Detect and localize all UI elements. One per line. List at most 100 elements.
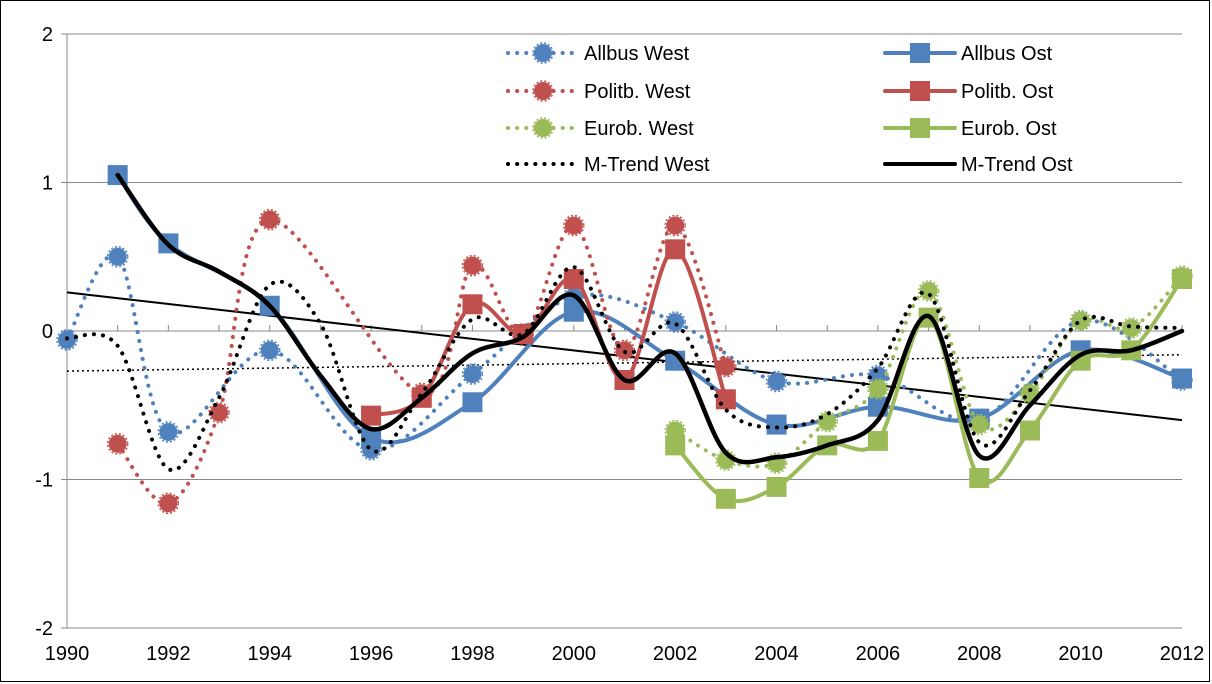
point-eurob-west-2011-ring (1120, 317, 1143, 339)
legend-entry-m-trend-west: M-Trend West (506, 154, 710, 176)
y-tick-label-2: 2 (42, 24, 53, 46)
point-eurob-west-2008-ring (968, 413, 991, 436)
point-eurob-ost-2004 (766, 476, 787, 497)
legend-swatch-marker-politb-ost (910, 81, 930, 101)
point-allbus-west-1994 (260, 341, 279, 360)
point-eurob-west-2011 (1122, 319, 1141, 338)
point-allbus-west-1996-ring (360, 439, 382, 461)
legend-swatch-marker-allbus-ost (910, 43, 930, 63)
point-allbus-west-2004-ring (765, 370, 788, 393)
point-politb-ost-1996 (361, 405, 382, 426)
legend-label-allbus-west: Allbus West (584, 43, 690, 65)
point-allbus-west-1994-ring (258, 339, 281, 362)
point-eurob-west-2010-ring (1069, 309, 1092, 332)
point-politb-west-2002 (666, 216, 685, 235)
point-politb-west-1992 (159, 494, 178, 513)
axes: 2 1 0 -1 -2 1990 1992 1994 1996 1998 2000 2002 2004 2… (35, 24, 1204, 665)
point-eurob-ost-2012 (1172, 269, 1192, 290)
x-tick-label-1998: 1998 (450, 643, 495, 665)
legend-entry-m-trend-ost: M-Trend Ost (883, 154, 1073, 176)
point-eurob-west-2005-ring (816, 410, 838, 433)
x-tick-label-2000: 2000 (552, 643, 597, 665)
x-tick-label-1992: 1992 (146, 643, 191, 665)
legend-swatch-marker-eurob-west (534, 119, 552, 137)
legend-swatch-marker-politb-west-ring (532, 80, 554, 102)
point-eurob-west-2006 (868, 379, 887, 398)
point-eurob-west-2006-ring (867, 378, 889, 400)
point-allbus-west-2006-ring (867, 364, 889, 387)
point-allbus-west-1992-ring (157, 421, 180, 443)
series-layer (56, 165, 1193, 515)
legend-swatch-marker-allbus-west-ring (532, 42, 554, 64)
point-politb-ost-2002 (665, 239, 686, 260)
point-allbus-west-2002 (666, 313, 685, 332)
point-politb-west-1993-ring (208, 401, 230, 424)
point-politb-ost-2000 (563, 269, 584, 290)
point-politb-west-2000 (564, 216, 583, 235)
y-tick-label--1: -1 (35, 470, 53, 492)
point-politb-west-2001 (615, 341, 634, 360)
point-politb-west-1991 (108, 434, 127, 453)
point-politb-west-2003 (716, 357, 735, 376)
point-eurob-west-2004-ring (765, 452, 788, 474)
point-politb-west-1992-ring (157, 492, 180, 515)
point-politb-west-2000-ring (563, 214, 585, 237)
point-politb-west-1994 (260, 210, 279, 229)
series-m-trend-ost (115, 172, 1185, 465)
point-allbus-ost-2004 (766, 414, 787, 435)
series-eurob-ost (665, 269, 1192, 509)
point-eurob-ost-2002 (665, 435, 686, 456)
point-politb-west-1994-ring (258, 208, 281, 231)
legend-entry-eurob-ost: Eurob. Ost (883, 118, 1057, 140)
point-allbus-west-1998 (463, 365, 482, 384)
point-eurob-ost-2009 (1019, 420, 1040, 441)
legend-swatch-marker-politb-west (534, 82, 552, 100)
legend-entry-politb-ost: Politb. Ost (883, 81, 1054, 103)
point-eurob-ost-2003 (715, 488, 736, 509)
x-tick-label-2008: 2008 (957, 643, 1002, 665)
x-tick-label-1996: 1996 (349, 643, 394, 665)
x-tick-label-2012: 2012 (1160, 643, 1205, 665)
point-allbus-ost-2012 (1172, 368, 1192, 389)
y-tick-label--2: -2 (35, 618, 53, 640)
legend-label-m-trend-ost: M-Trend Ost (961, 154, 1073, 176)
point-eurob-west-2007-ring (917, 280, 940, 302)
point-eurob-ost-2006 (867, 430, 888, 451)
point-eurob-west-2002-ring (664, 419, 686, 442)
point-politb-west-1993 (210, 403, 229, 422)
point-eurob-west-2007 (919, 281, 938, 300)
point-politb-west-2002-ring (664, 214, 686, 237)
trendline-2 (66, 354, 1183, 372)
legend-swatch-marker-eurob-ost (910, 118, 930, 138)
point-eurob-west-2008 (970, 415, 989, 434)
point-politb-west-2003-ring (715, 355, 737, 378)
x-tick-label-2010: 2010 (1058, 643, 1103, 665)
y-tick-label-1: 1 (42, 173, 53, 195)
point-allbus-west-1998-ring (461, 363, 484, 385)
point-allbus-ost-1996 (361, 427, 382, 448)
point-eurob-west-2005 (818, 412, 837, 431)
legend: Allbus West Allbus Ost Politb. West Politb.… (506, 42, 1073, 176)
point-allbus-west-1990-ring (56, 329, 78, 351)
legend-entry-allbus-west: Allbus West (506, 42, 690, 65)
legend-swatch-marker-allbus-west (534, 44, 552, 62)
series-politb-ost (361, 239, 736, 426)
x-tick-label-2002: 2002 (653, 643, 698, 665)
point-eurob-west-2010 (1071, 311, 1090, 330)
legend-swatch-marker-eurob-west-ring (532, 117, 554, 139)
point-allbus-west-1991-ring (106, 246, 129, 268)
point-politb-west-1998-ring (461, 254, 484, 277)
series-m-trend-west (65, 265, 1184, 473)
point-politb-west-1998 (463, 256, 482, 275)
legend-entry-eurob-west: Eurob. West (506, 117, 694, 140)
y-tick-label-0: 0 (42, 321, 53, 343)
point-politb-ost-1998 (462, 294, 483, 315)
x-tick-label-1990: 1990 (45, 643, 90, 665)
series-line-m-trend-ost (115, 172, 1185, 465)
series-line-m-trend-west (65, 265, 1184, 473)
point-allbus-west-1991 (108, 247, 127, 266)
x-tick-label-1994: 1994 (247, 643, 292, 665)
point-allbus-west-2002-ring (664, 311, 686, 333)
